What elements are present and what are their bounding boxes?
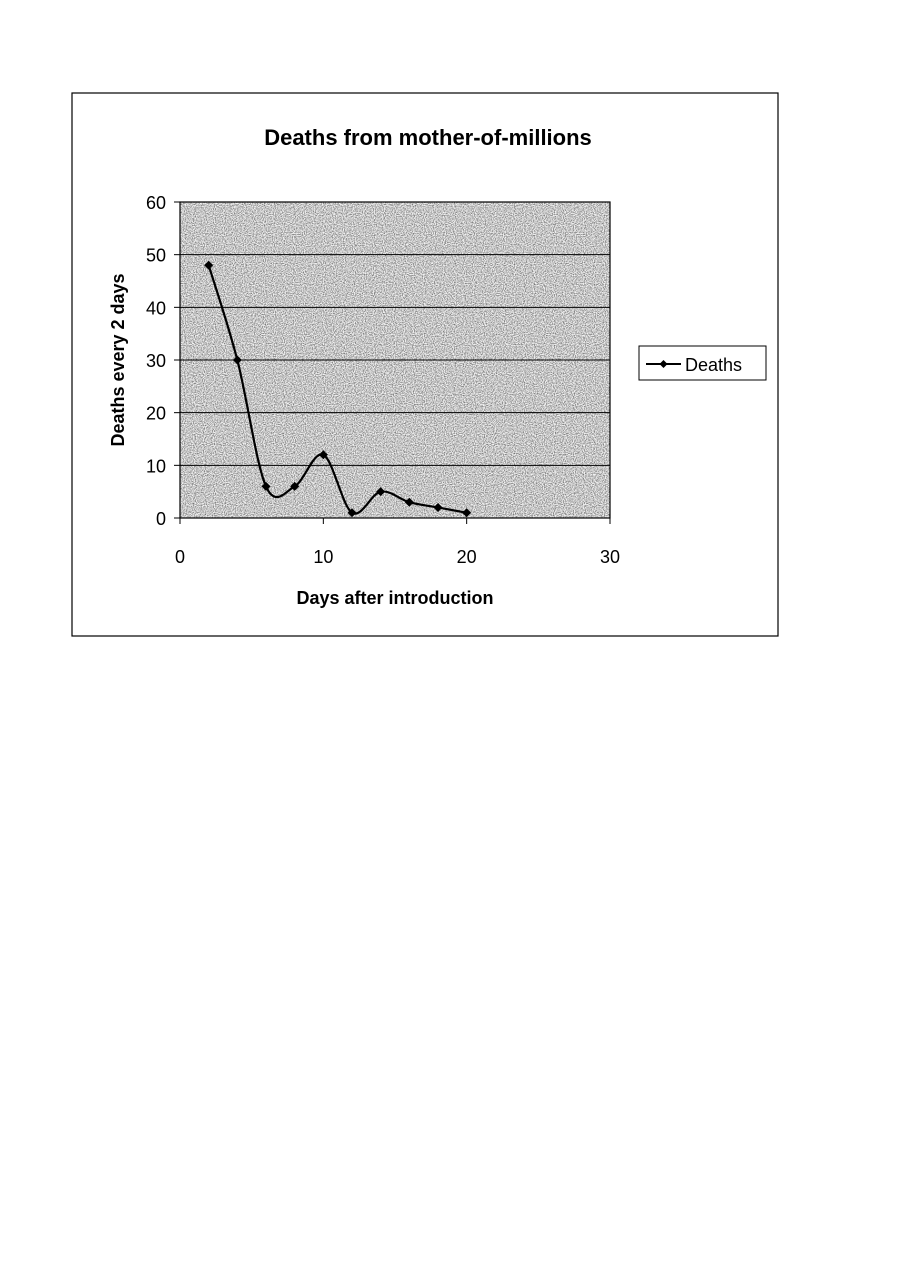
data-point-marker [376,487,386,497]
legend: Deaths [638,345,767,381]
data-point-marker [204,260,214,270]
legend-label-deaths: Deaths [685,355,742,375]
y-tick-label: 50 [146,246,166,266]
x-axis-label: Days after introduction [296,588,493,608]
y-tick-label: 60 [146,193,166,213]
data-point-marker [462,508,472,518]
series-line-deaths [207,264,467,515]
legend-marker-diamond-icon [659,360,668,368]
y-tick-label: 30 [146,351,166,371]
x-tick-label: 20 [457,547,477,567]
chart-title: Deaths from mother-of-millions [264,125,592,150]
data-point-marker [433,502,443,512]
plot-area-border [179,201,611,519]
data-point-marker [261,481,271,491]
tick-labels: 0 10 20 30 40 50 60 0 10 20 30 [146,193,620,567]
y-tick-label: 0 [156,509,166,529]
data-point-marker [232,355,242,365]
x-tick-label: 30 [600,547,620,567]
data-point-marker [318,450,328,460]
x-tick-label: 10 [313,547,333,567]
y-tick-label: 40 [146,298,166,318]
series-deaths [204,260,472,518]
y-tick-label: 20 [146,404,166,424]
data-point-marker [347,508,357,518]
data-point-marker [290,481,300,491]
y-tick-label: 10 [146,456,166,476]
y-axis-label: Deaths every 2 days [108,273,128,446]
data-point-marker [404,497,414,507]
axes [174,201,611,524]
x-tick-label: 0 [175,547,185,567]
